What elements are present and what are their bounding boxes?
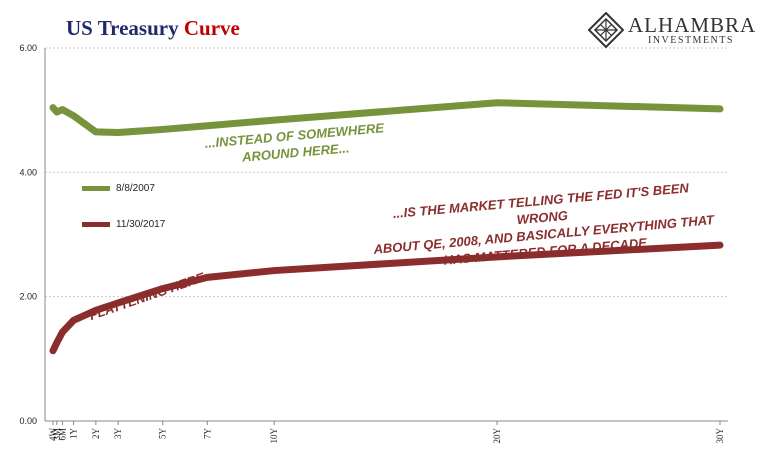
x-tick-label-6: 5Y (158, 428, 168, 440)
x-tick-label-8: 10Y (269, 428, 279, 444)
series-1-point-0 (51, 349, 55, 353)
series-0-point-1 (55, 110, 59, 114)
x-tick-label-1: 3M (52, 428, 62, 441)
series-0-point-8 (272, 118, 276, 122)
chart-title-main: US Treasury (66, 16, 179, 40)
series-0-point-9 (495, 101, 499, 105)
series-1-point-1 (55, 341, 59, 345)
logo-name: ALHAMBRA (628, 13, 757, 37)
legend-swatch-2017 (82, 222, 110, 227)
chart-title: US Treasury Curve (66, 16, 240, 41)
series-line-1 (49, 241, 724, 355)
series-lines (49, 99, 724, 355)
series-1-point-3 (72, 318, 76, 322)
x-tick-label-0: 4W (48, 428, 58, 442)
legend-label-2017: 11/30/2017 (116, 219, 166, 230)
series-0-point-2 (60, 108, 64, 112)
y-tick-label-1: 2.00 (19, 292, 37, 302)
gridlines (45, 47, 728, 298)
series-0-point-10 (718, 107, 722, 111)
x-tick-label-10: 30Y (715, 428, 725, 444)
legend-swatch-2007 (82, 186, 110, 191)
series-0-point-7 (205, 124, 209, 128)
series-0-point-3 (72, 114, 76, 118)
x-tick-label-3: 1Y (69, 428, 79, 440)
x-tick-label-4: 2Y (91, 428, 101, 440)
diamond-lattice-logo-icon (588, 12, 624, 48)
legend-item-2007: 8/8/2007 (82, 183, 155, 194)
series-1-point-8 (272, 269, 276, 273)
y-tick-label-0: 0.00 (19, 416, 37, 426)
axes (44, 48, 728, 425)
series-0-point-6 (161, 127, 165, 131)
y-tick-labels: 0.00 2.00 4.00 6.00 (19, 43, 37, 426)
x-tick-label-9: 20Y (492, 428, 502, 444)
logo-subtitle: INVESTMENTS (648, 35, 734, 46)
alhambra-logo: ALHAMBRA INVESTMENTS (588, 10, 758, 50)
x-tick-label-7: 7Y (202, 428, 212, 440)
y-tick-label-2: 4.00 (19, 167, 37, 177)
chart-title-accent: Curve (183, 16, 240, 40)
x-tick-label-5: 3Y (113, 428, 123, 440)
series-0-point-5 (116, 131, 120, 135)
series-line-0 (49, 99, 724, 137)
series-0-point-4 (94, 130, 98, 134)
legend-label-2007: 8/8/2007 (116, 183, 155, 194)
x-tick-label-2: 6M (57, 428, 67, 441)
y-tick-label-3: 6.00 (19, 43, 37, 53)
legend-item-2017: 11/30/2017 (82, 219, 165, 230)
series-1-point-2 (60, 330, 64, 334)
series-0-point-0 (51, 106, 55, 110)
